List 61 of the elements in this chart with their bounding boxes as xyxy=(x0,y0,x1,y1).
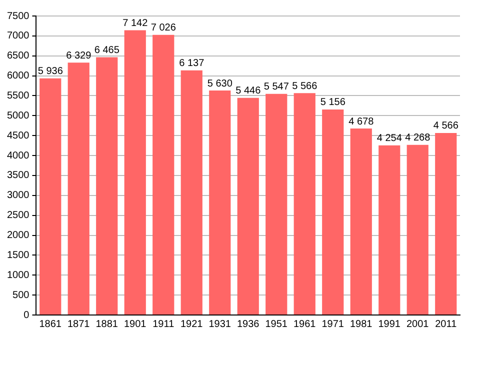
x-tick-label: 1951 xyxy=(265,318,288,330)
bar xyxy=(266,94,288,314)
y-tick-label: 7000 xyxy=(6,30,30,42)
y-tick-label: 500 xyxy=(12,290,30,301)
x-tick-label: 1921 xyxy=(180,318,204,330)
y-tick-label: 4500 xyxy=(6,130,30,142)
x-tick-label: 1881 xyxy=(96,318,118,330)
y-tick-label: 5500 xyxy=(6,90,30,102)
data-label: 4 678 xyxy=(348,116,374,128)
data-label: 4 254 xyxy=(376,133,402,144)
x-tick-label: 2001 xyxy=(406,318,430,330)
data-label: 5 446 xyxy=(236,86,262,97)
y-tick-label: 3000 xyxy=(6,190,30,202)
x-tick-label: 1911 xyxy=(152,318,175,330)
data-label: 5 936 xyxy=(38,66,64,78)
bar xyxy=(180,70,202,314)
x-tick-label: 1901 xyxy=(124,318,147,330)
x-tick-label: 1931 xyxy=(208,318,232,330)
bar xyxy=(322,109,344,314)
bar xyxy=(237,98,259,314)
data-label: 7 026 xyxy=(150,22,176,34)
x-tick-label: 1871 xyxy=(67,318,90,330)
bar xyxy=(294,93,316,314)
data-label: 5 156 xyxy=(320,97,346,108)
y-tick-label: 1000 xyxy=(6,270,30,281)
bar xyxy=(124,30,146,314)
bar xyxy=(68,62,90,314)
x-tick-label: 1961 xyxy=(294,318,316,330)
bar xyxy=(350,128,372,314)
data-label: 6 137 xyxy=(179,58,205,70)
data-label: 6 465 xyxy=(94,45,120,56)
x-tick-label: 2011 xyxy=(435,318,458,330)
data-label: 4 566 xyxy=(433,120,459,132)
data-label: 7 142 xyxy=(122,18,148,30)
bar xyxy=(435,132,457,314)
y-tick-label: 2000 xyxy=(6,230,30,242)
x-tick-label: 1981 xyxy=(350,318,373,330)
y-tick-label: 1500 xyxy=(6,250,30,261)
bar xyxy=(406,144,428,314)
bar xyxy=(40,78,62,314)
y-tick-label: 4000 xyxy=(6,150,30,162)
x-tick-label: 1991 xyxy=(378,318,401,330)
bar xyxy=(152,34,174,314)
y-tick-label: 2500 xyxy=(6,210,30,222)
y-tick-label: 7500 xyxy=(6,10,30,22)
y-tick-label: 6500 xyxy=(6,50,30,62)
data-label: 6 329 xyxy=(66,50,92,62)
data-label: 5 566 xyxy=(292,80,318,92)
y-tick-label: 6000 xyxy=(6,70,30,82)
data-label: 4 268 xyxy=(405,132,431,144)
bar xyxy=(209,90,231,314)
x-tick-label: 1861 xyxy=(39,318,62,330)
bar xyxy=(378,145,400,314)
x-tick-label: 1971 xyxy=(322,318,344,330)
x-tick-label: 1936 xyxy=(237,318,260,330)
data-label: 5 630 xyxy=(207,78,233,90)
y-tick-label: 3500 xyxy=(6,170,30,182)
y-tick-label: 5000 xyxy=(6,110,30,122)
data-label: 5 547 xyxy=(264,82,290,93)
bar xyxy=(96,57,118,314)
y-tick-label: 0 xyxy=(24,310,30,321)
